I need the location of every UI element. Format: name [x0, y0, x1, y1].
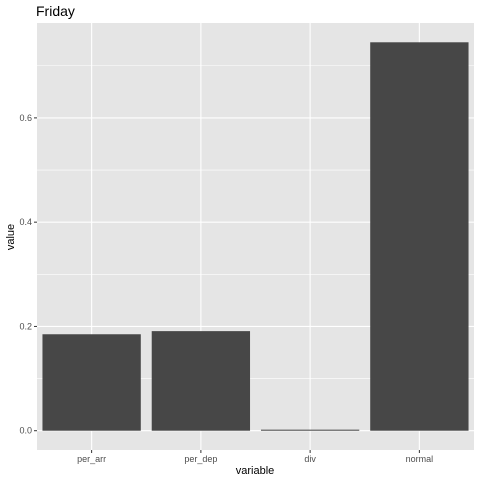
x-tick-label: per_arr	[77, 454, 106, 464]
y-tick-label: 0.2	[19, 321, 32, 331]
y-axis-title: value	[5, 224, 17, 250]
bar-per-dep	[151, 331, 251, 431]
y-tick-label: 0.4	[19, 217, 32, 227]
x-axis: per_arr per_dep div normal	[77, 450, 433, 464]
x-tick-label: per_dep	[184, 454, 217, 464]
x-axis-title: variable	[236, 465, 275, 477]
bars	[42, 42, 469, 431]
y-tick-label: 0.6	[19, 113, 32, 123]
chart-title: Friday	[36, 3, 75, 19]
y-axis: 0.0 0.2 0.4 0.6	[19, 113, 37, 436]
x-tick-label: div	[304, 454, 316, 464]
bar-normal	[370, 42, 469, 431]
bar-per-arr	[42, 334, 141, 431]
bar-div	[260, 429, 360, 431]
x-tick-label: normal	[406, 454, 434, 464]
y-tick-label: 0.0	[19, 426, 32, 436]
